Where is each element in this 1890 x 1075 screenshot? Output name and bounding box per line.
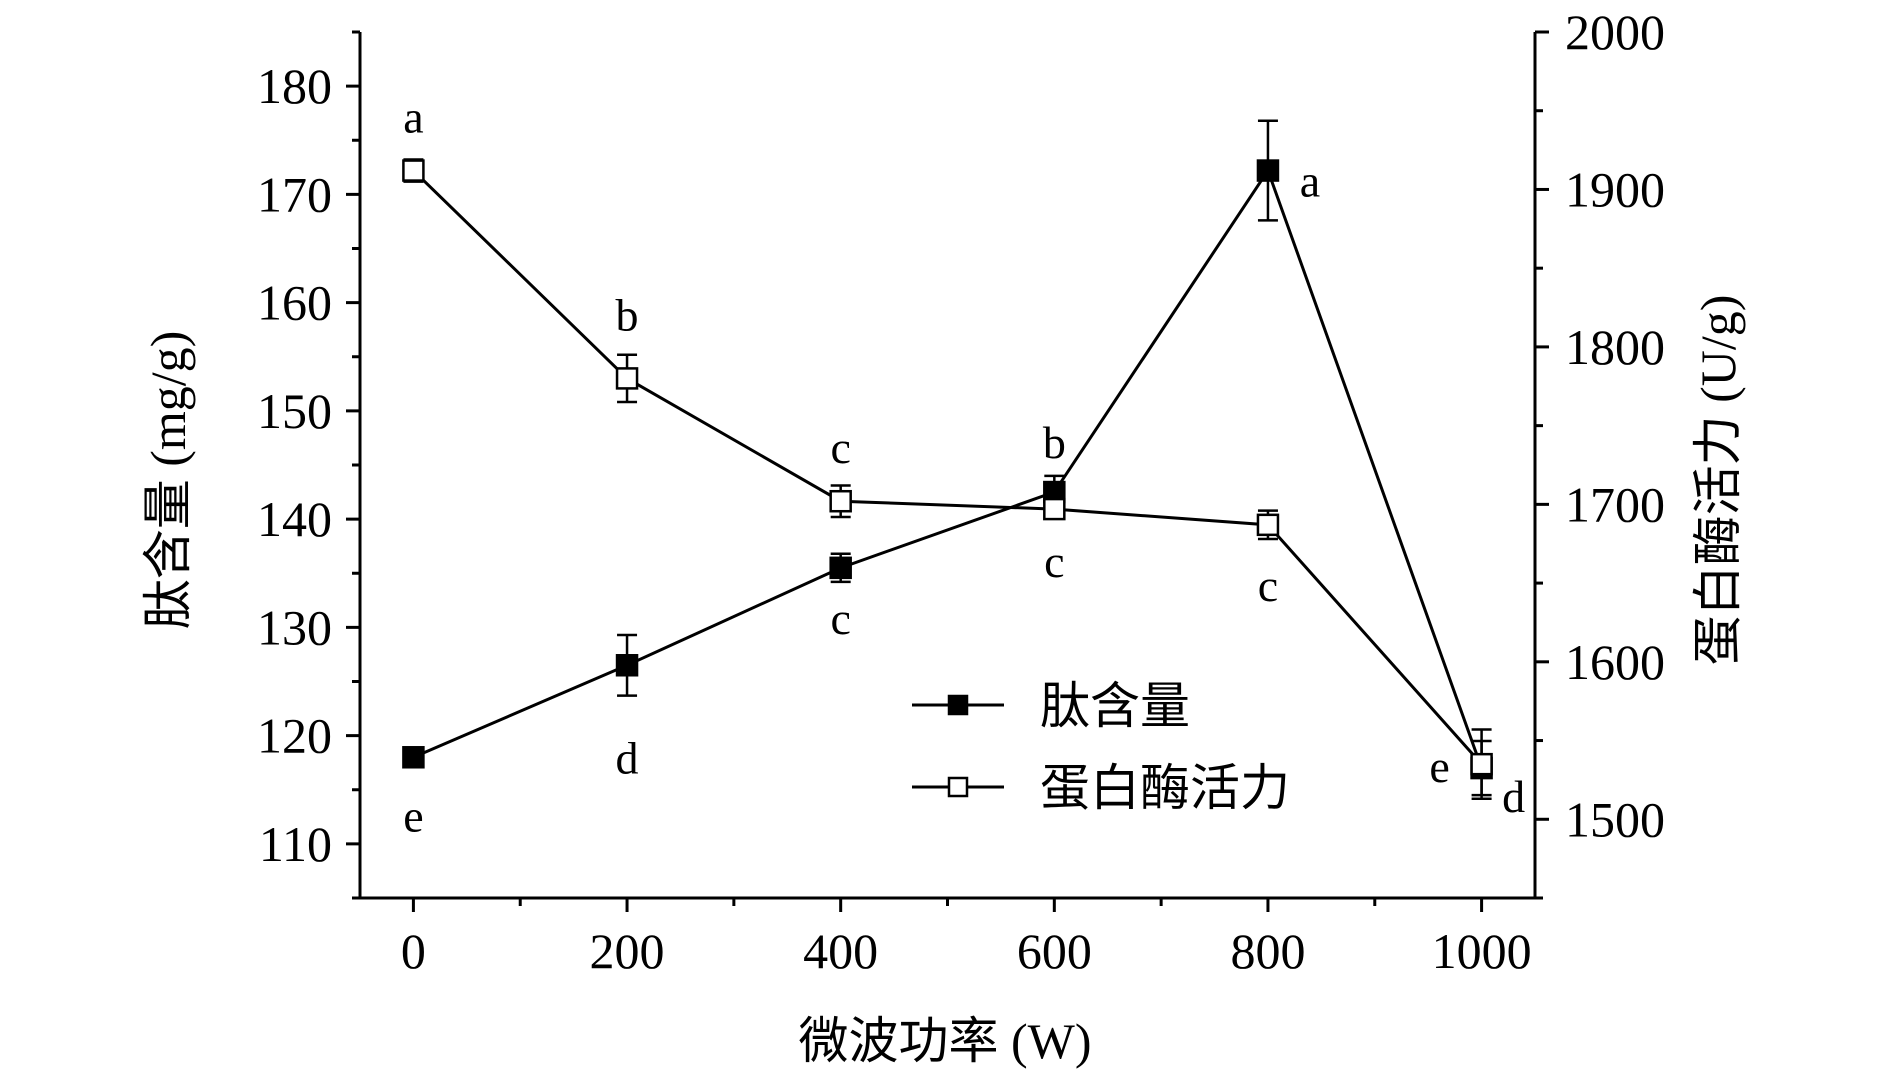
x-tick-label: 800 xyxy=(1230,923,1305,979)
significance-label: b xyxy=(616,289,639,340)
data-point-open-square xyxy=(829,489,852,513)
tick-marks xyxy=(346,30,1549,912)
y-right-tick-label: 1500 xyxy=(1565,791,1665,847)
significance-labels: e d c b a e a b c c c d xyxy=(403,92,1525,842)
data-point-filled-square xyxy=(402,746,425,769)
significance-label: c xyxy=(1044,536,1064,587)
x-tick-label: 0 xyxy=(401,923,426,979)
y-left-tick-label: 140 xyxy=(257,491,332,547)
data-point-open-square xyxy=(615,367,639,390)
data-point-filled-square xyxy=(615,654,639,677)
series-line-protease xyxy=(412,169,1483,766)
significance-label: b xyxy=(1043,417,1066,468)
data-point-open-square xyxy=(402,159,425,182)
x-tick-label: 600 xyxy=(1017,923,1092,979)
data-point-filled-square xyxy=(829,556,852,580)
y-right-tick-label: 2000 xyxy=(1565,4,1665,60)
y-left-tick-label: 130 xyxy=(257,599,332,655)
series-line-peptide xyxy=(412,167,1484,769)
significance-label: c xyxy=(1258,560,1278,611)
y-left-tick-label: 150 xyxy=(257,383,332,439)
data-point-open-square xyxy=(1043,497,1066,521)
data-point-open-square xyxy=(1256,513,1280,537)
legend-label: 蛋白酶活力 xyxy=(1040,760,1290,816)
axes xyxy=(358,32,1537,900)
y-axis-right-title: 蛋白酶活力 (U/g) xyxy=(1690,295,1746,666)
y-right-tick-label: 1600 xyxy=(1565,634,1665,690)
y-axis-left-title: 肽含量 (mg/g) xyxy=(140,331,196,630)
significance-label: e xyxy=(1429,741,1449,792)
significance-label: c xyxy=(830,593,850,644)
y-left-tick-label: 110 xyxy=(259,816,332,872)
significance-label: a xyxy=(1300,156,1320,207)
x-tick-label: 400 xyxy=(803,923,878,979)
legend-marker-filled-square xyxy=(947,694,969,716)
significance-label: e xyxy=(403,790,423,841)
y-right-tick-label: 1800 xyxy=(1565,319,1665,375)
data-point-open-square xyxy=(1470,752,1493,776)
y-left-tick-label: 160 xyxy=(257,275,332,331)
data-point-filled-square xyxy=(1256,159,1280,182)
y-left-tick-label: 180 xyxy=(257,58,332,114)
legend-label: 肽含量 xyxy=(1040,678,1190,734)
tick-labels: 0 200 400 600 800 1000 110 120 130 140 150 160 170 18… xyxy=(257,4,1665,979)
y-right-tick-label: 1700 xyxy=(1565,476,1665,532)
y-left-tick-label: 120 xyxy=(257,708,332,764)
x-tick-label: 1000 xyxy=(1432,923,1532,979)
legend-marker-open-square xyxy=(947,776,969,798)
series-layer xyxy=(402,119,1493,801)
significance-label: a xyxy=(403,92,423,143)
significance-label: d xyxy=(1502,771,1525,822)
x-tick-label: 200 xyxy=(590,923,665,979)
significance-label: d xyxy=(616,732,639,783)
y-right-tick-label: 1900 xyxy=(1565,161,1665,217)
x-axis-title: 微波功率 (W) xyxy=(799,1013,1092,1069)
y-left-tick-label: 170 xyxy=(257,166,332,222)
significance-label: c xyxy=(830,422,850,473)
